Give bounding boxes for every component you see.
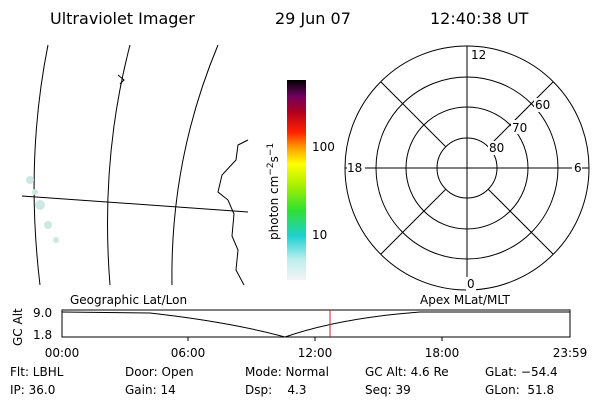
colorbar-unit: photon cm−2s−1 bbox=[266, 143, 281, 240]
colorbar bbox=[287, 80, 306, 280]
info-field: Door: Open bbox=[125, 365, 194, 379]
orbit-ylabel: GC Alt bbox=[11, 308, 25, 346]
info-field: IP: 36.0 bbox=[10, 383, 55, 397]
date: 29 Jun 07 bbox=[275, 9, 351, 28]
orbit-box bbox=[61, 309, 571, 338]
info-field: GLon: 51.8 bbox=[485, 383, 554, 397]
orbit-xtick: 23:59 bbox=[553, 346, 588, 360]
orbit-curve bbox=[61, 311, 570, 338]
polar-grid bbox=[344, 45, 590, 291]
info-field: Seq: 39 bbox=[365, 383, 411, 397]
orbit-xtick: 12:00 bbox=[298, 346, 333, 360]
polar-label: 18 bbox=[347, 161, 362, 175]
colorbar-tick: 100 bbox=[312, 140, 335, 154]
orbit-title: Geographic Lat/Lon bbox=[70, 293, 187, 307]
title: Ultraviolet Imager bbox=[50, 9, 195, 28]
info-field: Mode: Normal bbox=[245, 365, 329, 379]
orbit-xtick: 18:00 bbox=[425, 346, 460, 360]
polar-label: 12 bbox=[471, 48, 486, 62]
orbit-xtick: 06:00 bbox=[171, 346, 206, 360]
colorbar-tick: 10 bbox=[312, 228, 327, 242]
info-field: Gain: 14 bbox=[125, 383, 176, 397]
orbit-ytick: 1.8 bbox=[33, 328, 52, 342]
info-field: GC Alt: 4.6 Re bbox=[365, 365, 449, 379]
info-panel: Flt: LBHL Door: Open Mode: Normal GC Alt: 4… bbox=[10, 365, 558, 397]
polar-label: 60 bbox=[535, 98, 550, 112]
polar-label: 6 bbox=[574, 161, 582, 175]
orbit-ytick: 9.0 bbox=[33, 306, 52, 320]
orbit-xticks bbox=[187, 337, 443, 341]
orbit-title: Apex MLat/MLT bbox=[420, 293, 510, 307]
polar-label: 70 bbox=[512, 121, 527, 135]
map bbox=[21, 44, 249, 286]
info-field: GLat: −54.4 bbox=[485, 365, 558, 379]
time: 12:40:38 UT bbox=[430, 9, 529, 28]
polar-label: 0 bbox=[467, 277, 475, 291]
polar-label: 80 bbox=[489, 141, 504, 155]
orbit-xtick: 00:00 bbox=[45, 346, 80, 360]
info-field: Dsp: 4.3 bbox=[245, 383, 307, 397]
info-field: Flt: LBHL bbox=[10, 365, 64, 379]
